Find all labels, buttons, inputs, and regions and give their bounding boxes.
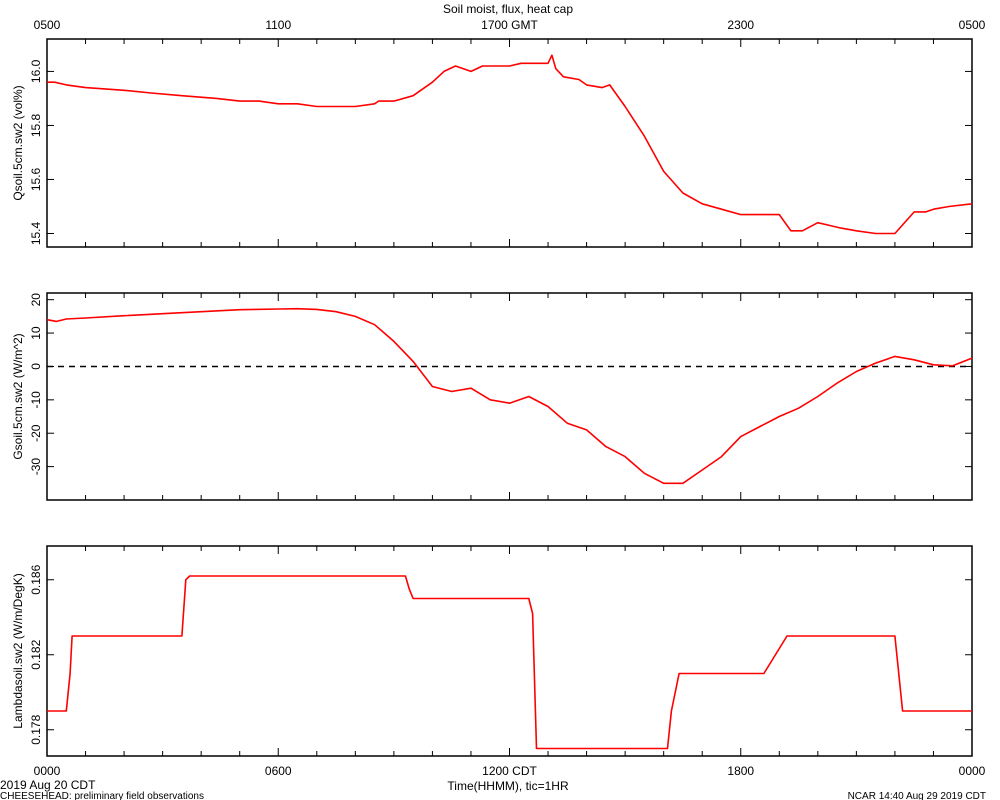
chart-title: Soil moist, flux, heat cap [443,2,573,16]
top-tick-label: 0500 [34,18,61,32]
y-tick-label: 0.186 [29,564,43,594]
top-tick-label: 1100 [265,18,291,32]
y-tick-label: 16.0 [29,59,43,83]
panel-3: 0.178 0.182 0.186 Lambdasoil.sw2 (W/m/DegK) [11,545,973,757]
top-tick-label: 2300 [727,18,754,32]
y-tick-label: 15.8 [29,113,43,137]
series-line [47,575,972,750]
bottom-tick-label: 0000 [34,764,61,778]
bottom-time-axis: 0000 0600 1200 CDT 1800 0000 [34,764,986,778]
panel-2: -30 -20 -10 0 10 20 Gsoil.5cm.sw2 (W/m^2) [11,292,973,501]
bottom-tick-label: 1800 [727,764,754,778]
y-tick-label: 0.178 [29,714,43,744]
top-tick-label: 0500 [959,18,986,32]
series-line [47,54,973,235]
y-tick-label: 15.4 [29,221,43,245]
bottom-tick-label: 0000 [959,764,986,778]
y-tick-label: 10 [29,326,43,340]
y-axis-label: Gsoil.5cm.sw2 (W/m^2) [11,333,25,459]
series-line [46,307,973,485]
y-tick-label: -30 [29,458,43,476]
top-time-axis: 0500 1100 1700 GMT 2300 0500 [34,18,986,32]
bottom-tick-label: 0600 [265,764,292,778]
project-label: CHEESEHEAD: preliminary field observatio… [0,791,204,800]
y-tick-label: -20 [29,424,43,442]
y-tick-label: 20 [29,293,43,307]
y-tick-label: 0.182 [29,639,43,669]
x-axis-label: Time(HHMM), tic=1HR [447,779,569,793]
y-axis-label: Lambdasoil.sw2 (W/m/DegK) [11,573,25,728]
top-tick-label: 1700 GMT [481,18,538,32]
bottom-tick-label: 1200 CDT [482,764,537,778]
y-tick-label: -10 [29,391,43,409]
y-tick-label: 0 [29,363,43,370]
y-axis-label: Qsoil.5cm.sw2 (vol%) [11,85,25,200]
panel-1: 15.4 15.6 15.8 16.0 Qsoil.5cm.sw2 (vol%) [11,38,973,248]
credit-label: NCAR 14:40 Aug 29 2019 CDT [848,791,986,800]
date-label: 2019 Aug 20 CDT [0,778,96,792]
y-tick-label: 15.6 [29,167,43,191]
